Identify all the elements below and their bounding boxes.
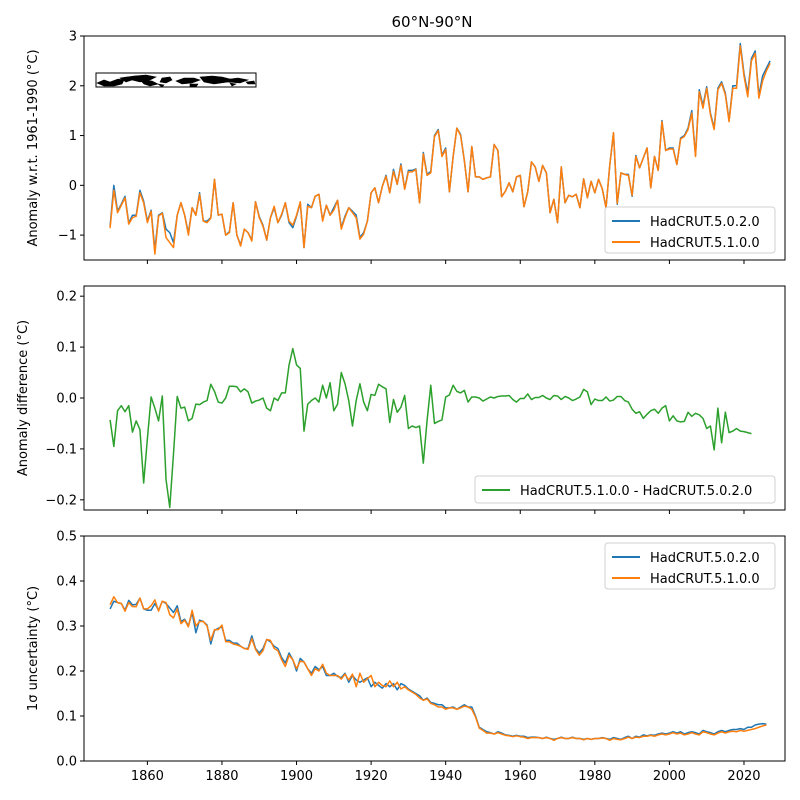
y-axis-label: 1σ uncertainty (°C) — [26, 586, 41, 711]
x-tick-label: 1920 — [355, 769, 388, 784]
figure-title: 60°N-90°N — [391, 13, 472, 31]
legend: HadCRUT.5.1.0.0 - HadCRUT.5.0.2.0 — [474, 475, 776, 504]
inset-landmass — [119, 74, 157, 83]
x-tick-label: 1860 — [131, 769, 164, 784]
y-tick-label: −0.1 — [45, 442, 77, 457]
y-tick-label: 1 — [69, 129, 77, 144]
y-tick-label: 0.3 — [56, 620, 77, 635]
series-line-hadcrut-5-0-2-0 — [109, 597, 767, 741]
x-tick-label: 1960 — [504, 769, 537, 784]
x-tick-label: 1980 — [578, 769, 611, 784]
y-tick-label: −0.2 — [45, 493, 77, 508]
y-tick-label: 0.1 — [56, 341, 77, 356]
panel-difference: −0.2 −0.1 0.0 0.1 0.2 Anomaly difference (°C)… — [16, 285, 786, 514]
region-map-inset — [95, 72, 257, 88]
legend-box — [604, 206, 776, 254]
y-tick-label: 0.0 — [56, 755, 77, 770]
series-line-hadcrut-5-1-0-0 — [109, 596, 767, 742]
legend: HadCRUT.5.0.2.0 HadCRUT.5.1.0.0 — [604, 542, 776, 590]
panel-uncertainty: 1860 1880 1900 1920 1940 1960 1980 2000 2020 0.0 0… — [26, 530, 786, 784]
inset-landmass — [189, 83, 199, 88]
inset-landmass — [229, 82, 237, 87]
legend-box — [604, 542, 776, 590]
legend: HadCRUT.5.0.2.0 HadCRUT.5.1.0.0 — [604, 206, 776, 254]
x-tick-label: 1940 — [429, 769, 462, 784]
axes-frame — [83, 535, 786, 762]
y-tick-label: 0.1 — [56, 710, 77, 725]
legend-label: HadCRUT.5.1.0.0 - HadCRUT.5.0.2.0 — [520, 484, 752, 499]
panel-anomaly: −1 0 1 2 3 Anomaly w.r.t. 1961-1990 (°C) HadCR… — [26, 30, 786, 264]
series-line-hadcrut-5-1-0-0 — [109, 45, 771, 255]
y-tick-label: 0.2 — [56, 665, 77, 680]
x-tick-label: 1900 — [280, 769, 313, 784]
y-tick-label: 0.2 — [56, 290, 77, 305]
inset-landmass — [175, 77, 201, 85]
y-tick-label: 0.0 — [56, 392, 77, 407]
y-tick-label: 0 — [69, 179, 77, 194]
inset-landmass — [157, 83, 165, 88]
x-tick-label: 2020 — [727, 769, 760, 784]
inset-landmass — [245, 80, 256, 85]
inset-landmass — [199, 75, 250, 85]
y-tick-label: 0.4 — [56, 575, 77, 590]
y-tick-label: 0.5 — [56, 530, 77, 545]
legend-label: HadCRUT.5.0.2.0 — [650, 215, 760, 230]
series-line-hadcrut-5-1-0-0-hadcrut-5-0-2-0 — [109, 347, 752, 509]
y-tick-label: 3 — [69, 30, 77, 45]
x-tick-label: 2000 — [653, 769, 686, 784]
legend-label: HadCRUT.5.1.0.0 — [650, 236, 760, 251]
x-tick-label: 1880 — [205, 769, 238, 784]
axes-frame — [83, 35, 786, 261]
y-axis-label: Anomaly difference (°C) — [16, 320, 31, 476]
legend-box — [474, 475, 776, 504]
inset-landmass — [139, 79, 159, 87]
legend-label: HadCRUT.5.1.0.0 — [650, 572, 760, 587]
legend-label: HadCRUT.5.0.2.0 — [650, 551, 760, 566]
y-axis-label: Anomaly w.r.t. 1961-1990 (°C) — [26, 49, 41, 246]
inset-landmass — [159, 76, 173, 84]
y-tick-label: −1 — [58, 229, 77, 244]
y-tick-label: 2 — [69, 79, 77, 94]
